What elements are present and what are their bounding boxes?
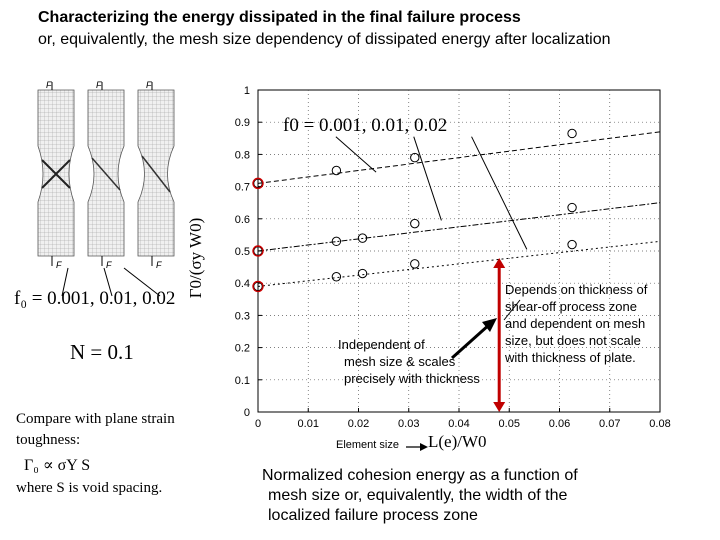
y-tick-label: 0 [244, 407, 250, 419]
annotation-pointer-right [503, 299, 521, 321]
data-point [331, 165, 342, 176]
element-size-label: Element size [336, 439, 399, 451]
x-tick-label: 0.05 [499, 418, 520, 430]
data-point [410, 152, 420, 163]
element-size-arrow-head [420, 443, 428, 451]
compare-line-1: Compare with plane strain [16, 411, 175, 427]
caption-line-3: localized failure process zone [268, 507, 478, 524]
caption-line-2: mesh size or, equivalently, the width of… [268, 487, 568, 504]
data-point [410, 218, 420, 229]
annotation-right-line-4: size, but does not scale [505, 333, 641, 348]
annotation-left-line-1: Independent of [338, 337, 425, 352]
slide-subtitle: or, equivalently, the mesh size dependen… [38, 31, 611, 48]
caption-line-1: Normalized cohesion energy as a function… [262, 467, 578, 484]
annotation-right-line-5: with thickness of plate. [505, 350, 636, 365]
y-tick-label: 0.8 [235, 149, 250, 161]
specimen-images: F F F F F F [37, 80, 175, 270]
annotation-arrow-left-head [482, 318, 497, 332]
annotation-right-line-3: and dependent on mesh [505, 316, 646, 331]
annotation-right-line-2: shear-off process zone [505, 299, 637, 314]
x-tick-label: 0.07 [599, 418, 620, 430]
x-tick-label: 0.06 [549, 418, 570, 430]
specimen-3 [137, 82, 175, 266]
legend-pointer-1 [335, 136, 377, 173]
data-point [331, 272, 342, 282]
highlight-arrow-head-top [493, 258, 506, 268]
slide-title: Characterizing the energy dissipated in … [38, 9, 521, 26]
data-point [253, 281, 263, 292]
legend-pointer-3 [471, 136, 528, 250]
fit-line-2 [257, 202, 661, 252]
annotation-depends: Depends on thickness of shear-off proces… [505, 281, 647, 366]
y-tick-label: 0.2 [235, 343, 250, 355]
force-label-bottom-1: F [56, 260, 62, 270]
y-tick-label: 0.1 [235, 375, 250, 387]
x-tick-label: 0.02 [348, 418, 369, 430]
data-point [253, 178, 263, 189]
hardening-exponent: N = 0.1 [70, 340, 134, 364]
annotation-right-line-1: Depends on thickness of [505, 282, 648, 297]
data-point [567, 239, 577, 250]
data-point [567, 128, 577, 139]
pointer-line-1 [61, 267, 69, 297]
force-label-top-1: F [46, 80, 52, 90]
gamma-relation: Γ₀ ∝ σY S [24, 457, 91, 474]
x-tick-label: 0.08 [649, 418, 670, 430]
fit-line-1 [257, 131, 661, 184]
data-point [357, 268, 368, 279]
y-tick-label: 0.6 [235, 214, 250, 226]
figure-caption: Normalized cohesion energy as a function… [262, 466, 578, 526]
extrapolated-point-marker [252, 280, 264, 293]
where-note: where S is void spacing. [16, 480, 163, 496]
force-label-bottom-2: F [106, 260, 112, 270]
data-point [331, 236, 342, 247]
extrapolated-point-marker [252, 177, 264, 190]
annotation-independent: Independent of mesh size & scales precis… [338, 336, 480, 387]
x-tick-label: 0 [255, 418, 261, 430]
legend-pointer-2 [413, 136, 442, 221]
data-point [567, 202, 577, 213]
force-label-top-3: F [146, 80, 152, 90]
x-tick-label: 0.01 [298, 418, 319, 430]
y-axis-label: Γ0/(σy W0) [186, 217, 205, 299]
data-point [410, 259, 420, 269]
pointer-line-2 [103, 267, 113, 297]
y-tick-label: 1 [244, 85, 250, 97]
annotation-left-line-2: mesh size & scales [344, 354, 456, 369]
y-tick-label: 0.7 [235, 182, 250, 194]
pointer-line-3 [123, 267, 161, 297]
compare-line-2: toughness: [16, 432, 81, 448]
x-tick-label: 0.04 [448, 418, 469, 430]
y-tick-label: 0.5 [235, 246, 250, 258]
data-point [253, 246, 263, 256]
force-label-top-2: F [96, 80, 102, 90]
force-label-bottom-3: F [156, 260, 162, 270]
specimen-1 [37, 82, 75, 266]
extrapolated-point-marker [252, 245, 264, 257]
annotation-arrow-left [450, 322, 492, 360]
y-tick-label: 0.3 [235, 310, 250, 322]
specimen-2 [87, 82, 125, 266]
y-tick-label: 0.4 [235, 278, 250, 290]
x-axis-label: L(e)/W0 [428, 432, 487, 451]
x-tick-label: 0.03 [398, 418, 419, 430]
f0-values-left: f₀ = 0.001, 0.01, 0.02 [14, 288, 176, 309]
data-point [357, 233, 368, 243]
annotation-left-line-3: precisely with thickness [344, 371, 480, 386]
highlight-arrow-head-bottom [493, 402, 506, 412]
y-tick-label: 0.9 [235, 117, 250, 129]
legend-annotation: f0 = 0.001, 0.01, 0.02 [283, 115, 448, 136]
compare-note: Compare with plane strain toughness: [16, 409, 175, 451]
